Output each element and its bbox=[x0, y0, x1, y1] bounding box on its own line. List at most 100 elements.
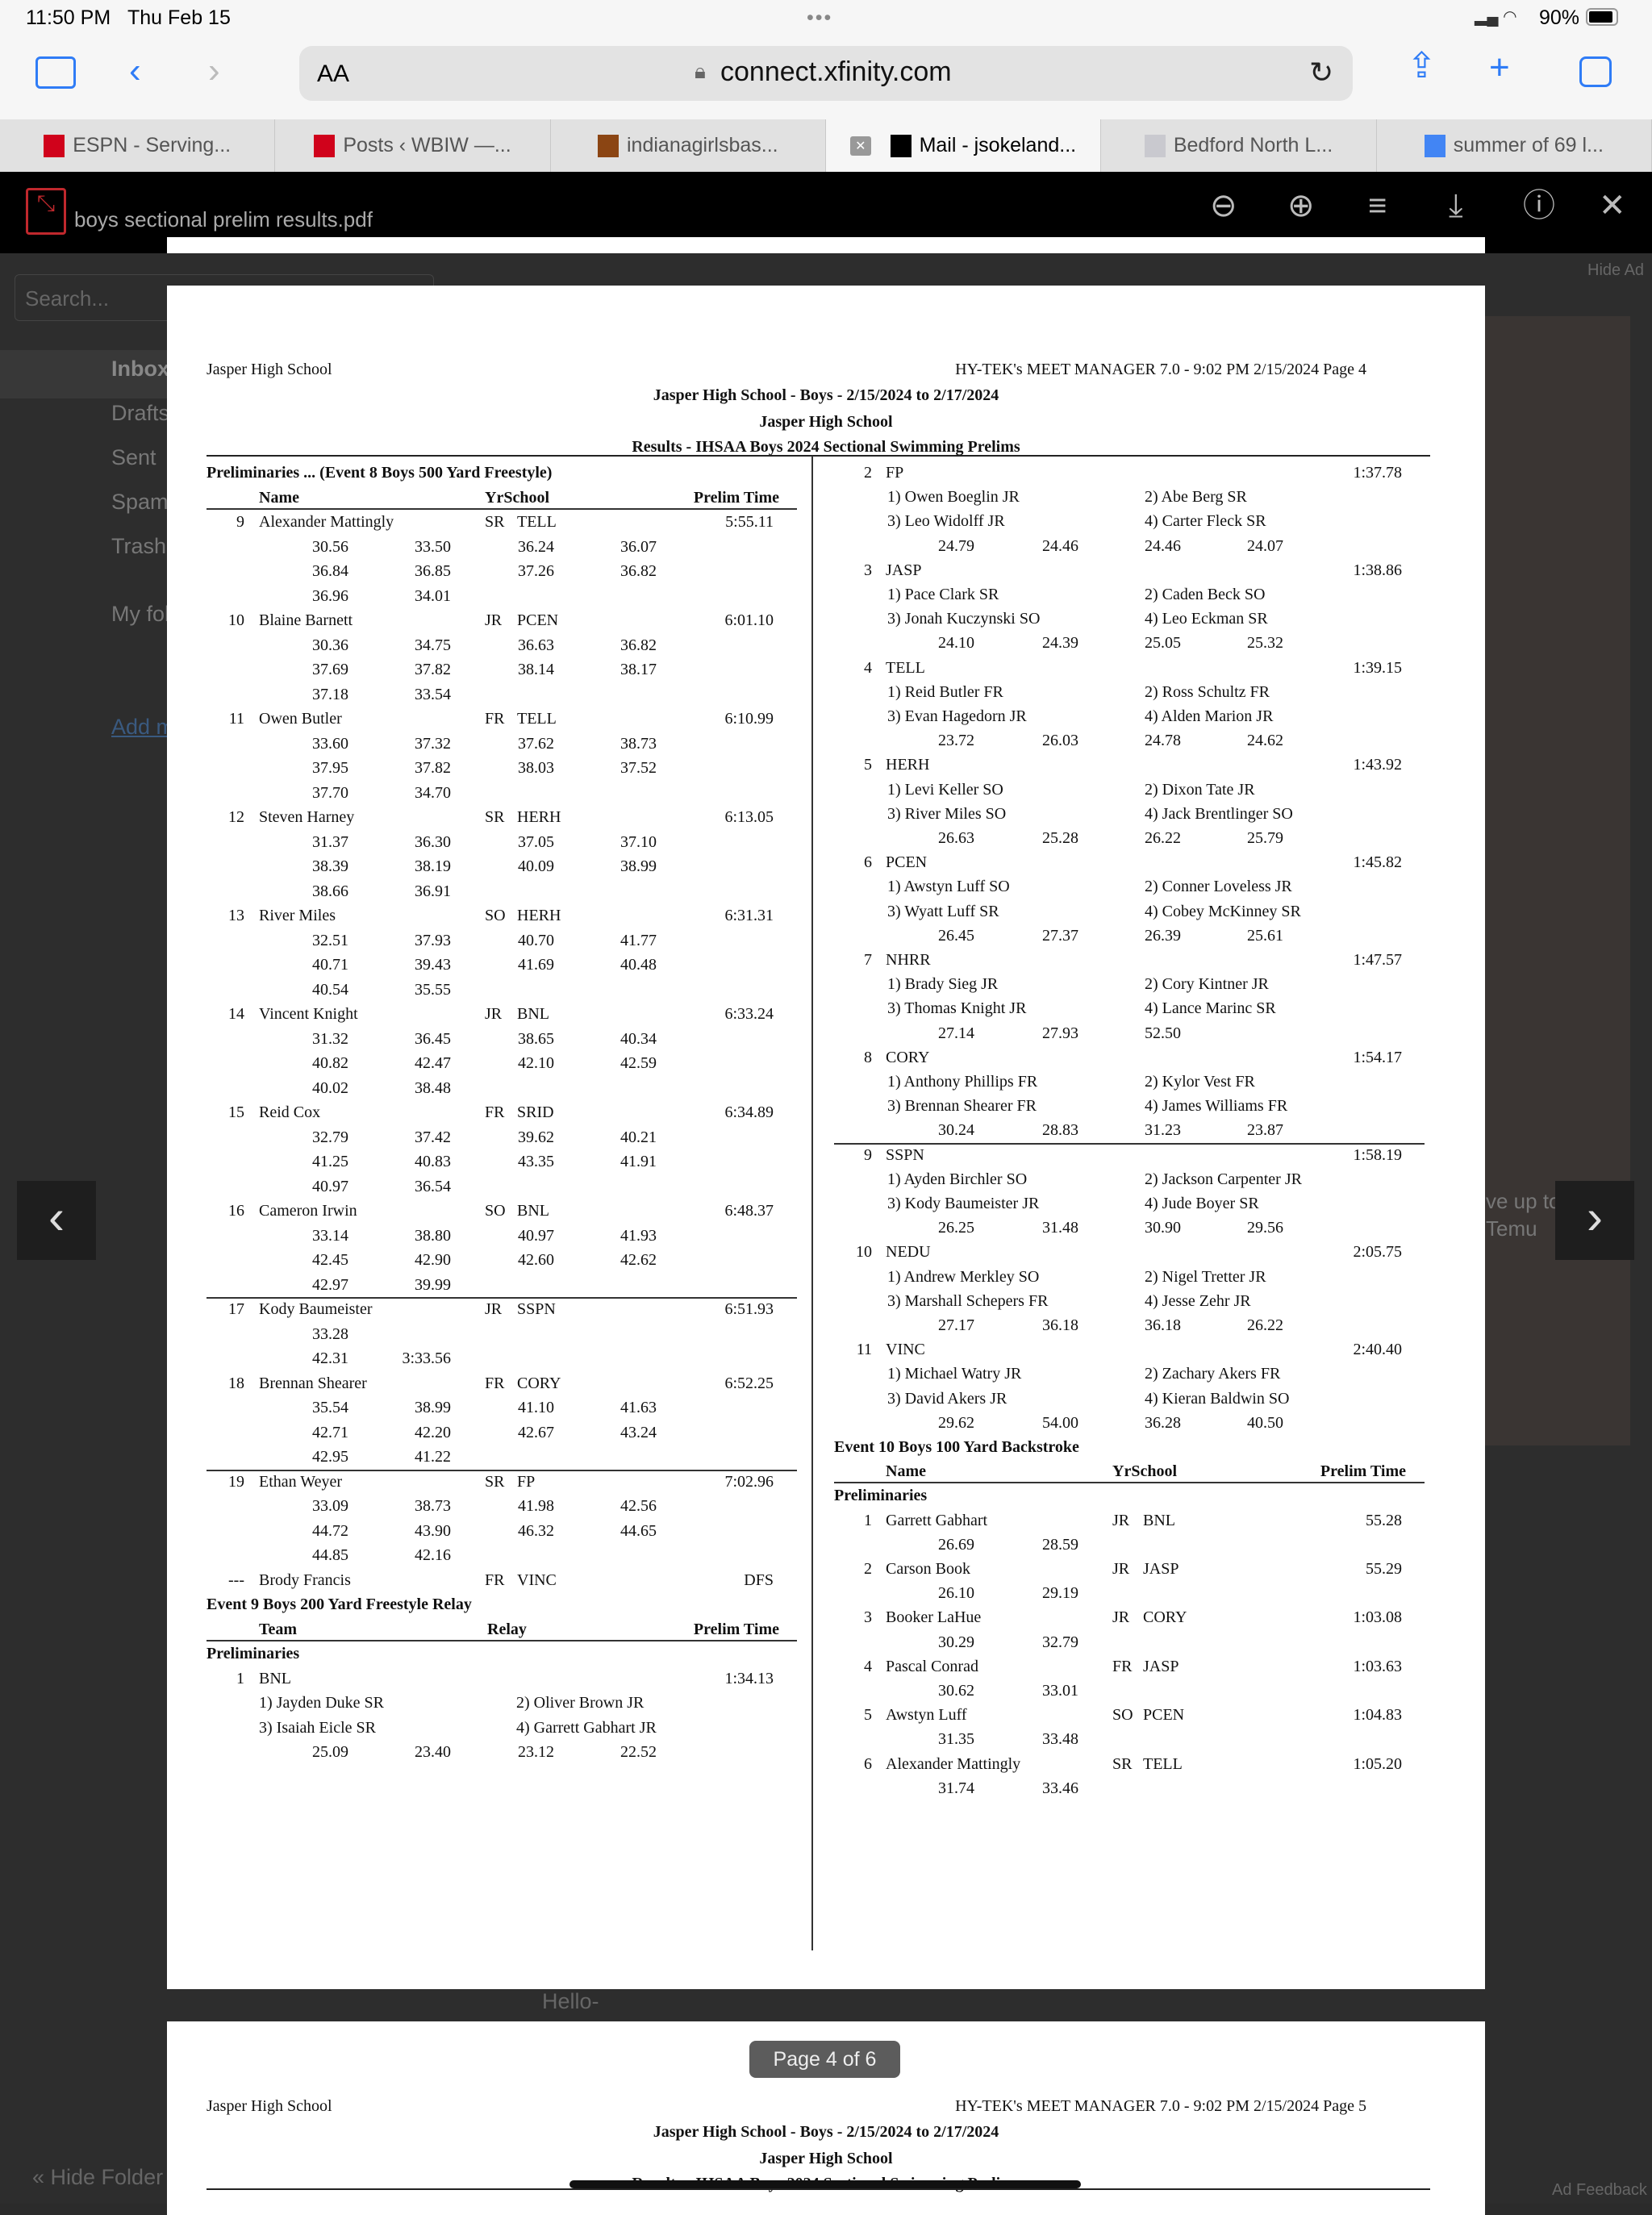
google-icon bbox=[1424, 134, 1446, 157]
info-icon[interactable]: ⓘ bbox=[1523, 188, 1555, 223]
browser-tab[interactable]: ESPN - Serving... bbox=[0, 119, 276, 172]
reload-icon[interactable]: ↻ bbox=[1309, 56, 1334, 89]
zoom-in-icon[interactable]: ⊕ bbox=[1287, 188, 1315, 223]
browser-tab[interactable]: ✕ Mail - jsokeland... bbox=[825, 119, 1102, 172]
menu-icon[interactable]: ≡ bbox=[1368, 188, 1387, 223]
split-time: 42.97 bbox=[312, 1275, 348, 1294]
split-time: 40.83 bbox=[415, 1153, 451, 1170]
split-time: 40.97 bbox=[518, 1226, 554, 1245]
address-bar[interactable]: AA 🔒︎ connect.xfinity.com ↻ bbox=[299, 46, 1353, 101]
split-time: 42.31 bbox=[312, 1349, 348, 1367]
close-icon[interactable]: ✕ bbox=[1599, 188, 1626, 223]
browser-tab[interactable]: indianagirlsbas... bbox=[551, 119, 826, 172]
url-text[interactable]: connect.xfinity.com bbox=[720, 56, 952, 87]
split-time: 36.84 bbox=[312, 562, 348, 580]
top-rule bbox=[206, 2188, 1430, 2190]
split-time: 23.87 bbox=[1247, 1121, 1283, 1140]
forward-icon[interactable]: › bbox=[208, 51, 220, 90]
my-folders[interactable]: My fol bbox=[111, 602, 170, 626]
relay-swimmer: 1) Anthony Phillips FR bbox=[887, 1073, 1038, 1091]
result-place: 7 bbox=[864, 951, 872, 969]
result-place: 9 bbox=[864, 1145, 872, 1164]
result-place: 10 bbox=[856, 1243, 872, 1262]
split-time: 40.97 bbox=[312, 1177, 348, 1195]
relay-swimmer: 3) Jonah Kuczynski SO bbox=[887, 610, 1041, 628]
split-time: 37.52 bbox=[620, 759, 657, 777]
column-header: Name bbox=[886, 1462, 926, 1481]
relay-swimmer: 3) Brennan Shearer FR bbox=[887, 1097, 1037, 1116]
section-heading: Preliminaries bbox=[206, 1645, 300, 1662]
split-time: 29.62 bbox=[938, 1413, 974, 1432]
split-time: 27.93 bbox=[1042, 1024, 1078, 1042]
result-place: 19 bbox=[228, 1472, 244, 1491]
result-place: 18 bbox=[228, 1374, 244, 1392]
relay-swimmer: 2) Zachary Akers FR bbox=[1145, 1365, 1281, 1383]
split-time: 31.32 bbox=[312, 1029, 348, 1048]
relay-swimmer: 3) Kody Baumeister JR bbox=[887, 1195, 1040, 1212]
split-time: 44.65 bbox=[620, 1521, 657, 1540]
swimmer-school: HERH bbox=[517, 808, 561, 826]
hide-folders-button[interactable]: « Hide Folder bbox=[32, 2165, 164, 2189]
download-icon[interactable]: ⤓ bbox=[1449, 188, 1463, 223]
signal-wifi-icon: ▂▄ ◠ bbox=[1475, 8, 1517, 26]
split-time: 22.52 bbox=[620, 1743, 657, 1761]
relay-swimmer: 4) Jack Brentlinger SO bbox=[1145, 804, 1293, 823]
multitask-dots-icon[interactable]: ••• bbox=[807, 6, 833, 29]
tab-label: Posts ‹ WBIW —... bbox=[343, 134, 511, 156]
relay-swimmer: 1) Jayden Duke SR bbox=[259, 1694, 384, 1712]
zoom-out-icon[interactable]: ⊖ bbox=[1210, 188, 1237, 223]
split-time: 41.98 bbox=[518, 1497, 554, 1515]
result-place: 9 bbox=[236, 513, 244, 531]
tab-label: summer of 69 l... bbox=[1453, 134, 1604, 156]
relay-team: HERH bbox=[886, 756, 930, 774]
browser-tab[interactable]: Bedford North L... bbox=[1101, 119, 1377, 172]
next-page-button[interactable]: › bbox=[1555, 1181, 1634, 1260]
folder-spam[interactable]: Spam bbox=[111, 490, 169, 514]
sidebar-toggle-icon[interactable] bbox=[35, 56, 76, 89]
relay-team: VINC bbox=[886, 1341, 925, 1359]
close-tab-icon[interactable]: ✕ bbox=[850, 136, 871, 156]
split-time: 26.69 bbox=[938, 1535, 974, 1554]
prelim-time: 2:40.40 bbox=[1353, 1341, 1402, 1359]
folder-drafts[interactable]: Drafts bbox=[111, 401, 170, 425]
add-folder-link[interactable]: Add m bbox=[111, 715, 175, 739]
text-size-button[interactable]: AA bbox=[317, 60, 350, 87]
hide-ad-link[interactable]: Hide Ad bbox=[1587, 261, 1645, 279]
split-time: 36.24 bbox=[518, 537, 554, 556]
result-place: 11 bbox=[856, 1341, 872, 1359]
split-time: 42.10 bbox=[518, 1054, 554, 1072]
back-icon[interactable]: ‹ bbox=[129, 51, 141, 90]
prelim-time: 1:38.86 bbox=[1353, 561, 1402, 579]
ad-feedback-link[interactable]: Ad Feedback bbox=[1552, 2181, 1647, 2199]
swimmer-year: FR bbox=[485, 1103, 505, 1121]
split-time: 24.79 bbox=[938, 536, 974, 555]
split-time: 40.34 bbox=[620, 1029, 657, 1048]
swimmer-school: BNL bbox=[1143, 1511, 1175, 1529]
ad-image[interactable] bbox=[1485, 316, 1630, 1445]
split-time: 36.54 bbox=[415, 1177, 451, 1195]
prelim-time: 5:55.11 bbox=[725, 513, 774, 531]
split-time: 30.62 bbox=[938, 1682, 974, 1700]
previous-page-button[interactable]: ‹ bbox=[17, 1181, 96, 1260]
browser-tab[interactable]: Posts ‹ WBIW —... bbox=[275, 119, 551, 172]
home-indicator[interactable] bbox=[569, 2180, 1081, 2188]
split-time: 30.24 bbox=[938, 1121, 974, 1140]
section-heading: Preliminaries bbox=[834, 1487, 928, 1505]
folder-inbox[interactable]: Inbox bbox=[111, 357, 169, 381]
espn-icon bbox=[44, 134, 65, 157]
folder-trash[interactable]: Trash bbox=[111, 534, 167, 558]
split-time: 37.82 bbox=[415, 759, 451, 777]
prelim-time: 1:03.08 bbox=[1353, 1608, 1402, 1627]
relay-swimmer: 4) Lance Marinc SR bbox=[1145, 999, 1276, 1018]
column-header: YrSchool bbox=[485, 488, 549, 507]
folder-sent[interactable]: Sent bbox=[111, 445, 156, 469]
split-time: 33.48 bbox=[1042, 1730, 1078, 1749]
split-time: 38.03 bbox=[518, 759, 554, 777]
share-icon[interactable]: ⇪ bbox=[1407, 46, 1437, 86]
tabs-overview-icon[interactable] bbox=[1579, 56, 1612, 87]
new-tab-icon[interactable]: + bbox=[1489, 48, 1510, 87]
tab-label: indianagirlsbas... bbox=[627, 134, 778, 156]
browser-tab[interactable]: summer of 69 l... bbox=[1377, 119, 1652, 172]
swimmer-name: Carson Book bbox=[886, 1560, 970, 1578]
column-divider bbox=[811, 456, 813, 1950]
